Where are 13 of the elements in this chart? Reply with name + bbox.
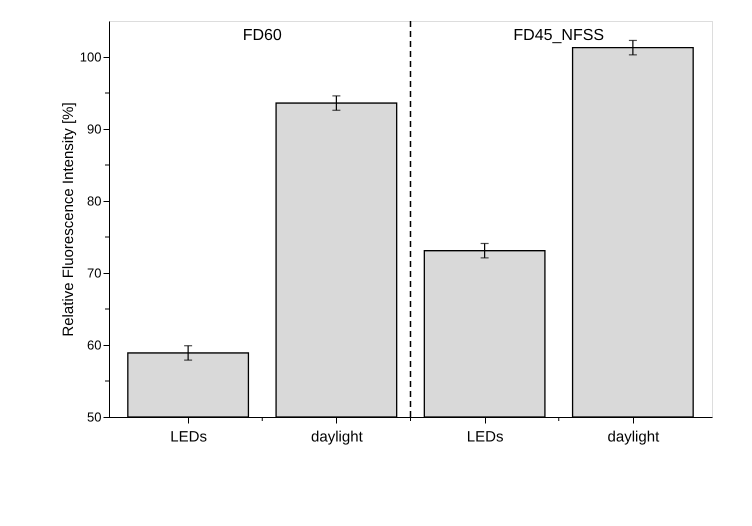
x-tick-label: daylight (608, 428, 660, 446)
x-tick-label: LEDs (170, 428, 207, 446)
y-tick-label: 90 (87, 122, 102, 136)
annotation: FD60 (242, 27, 282, 44)
y-tick-label: 70 (87, 266, 102, 280)
y-tick-label: 50 (87, 410, 102, 424)
y-tick-label: 60 (87, 338, 102, 352)
y-tick-label: 100 (80, 50, 102, 64)
x-tick-label: LEDs (466, 428, 504, 446)
annotation: FD45_NFSS (513, 27, 604, 44)
x-tick-label: daylight (311, 428, 364, 446)
y-tick-label: 80 (87, 194, 102, 208)
y-axis-title: Relative Fluorescence Intensity [%] (60, 102, 77, 337)
